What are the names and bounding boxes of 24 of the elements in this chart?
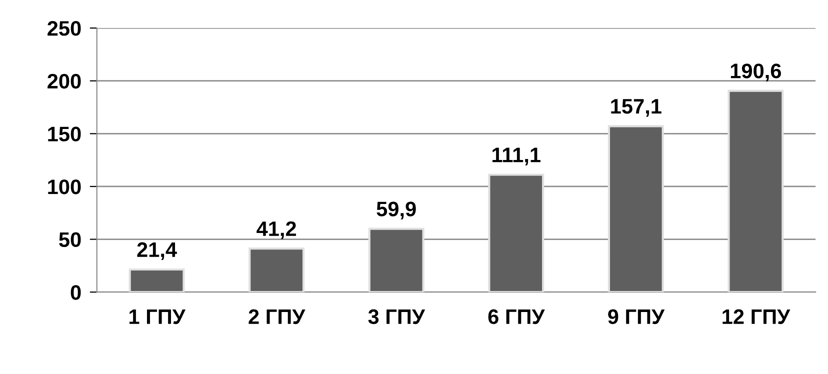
bar xyxy=(248,248,305,292)
x-tick-label: 3 ГПУ xyxy=(368,309,426,324)
bar xyxy=(608,125,664,292)
data-label: 41,2 xyxy=(256,221,296,240)
bar xyxy=(488,174,544,292)
bar xyxy=(728,90,784,292)
data-label: 59,9 xyxy=(376,202,416,220)
y-tick-label: 0 xyxy=(70,285,81,300)
y-tick-label: 250 xyxy=(48,21,81,36)
bar xyxy=(128,268,185,292)
x-tick-label: 1 ГПУ xyxy=(130,310,186,324)
data-label: 190,6 xyxy=(730,64,782,82)
data-label: 157,1 xyxy=(611,99,662,117)
data-label: 21,4 xyxy=(137,242,177,260)
y-tick-label: 50 xyxy=(59,232,81,248)
x-tick-label: 12 ГПУ xyxy=(722,309,790,324)
x-tick-label: 9 ГПУ xyxy=(608,309,665,324)
x-tick-label: 2 ГПУ xyxy=(248,309,306,324)
data-label: 111,1 xyxy=(492,148,540,166)
x-tick-label: 6 ГПУ xyxy=(488,309,545,324)
y-tick-label: 150 xyxy=(48,126,81,142)
bar xyxy=(368,228,424,292)
y-tick-label: 200 xyxy=(48,74,81,89)
y-tick-label: 100 xyxy=(48,179,81,194)
